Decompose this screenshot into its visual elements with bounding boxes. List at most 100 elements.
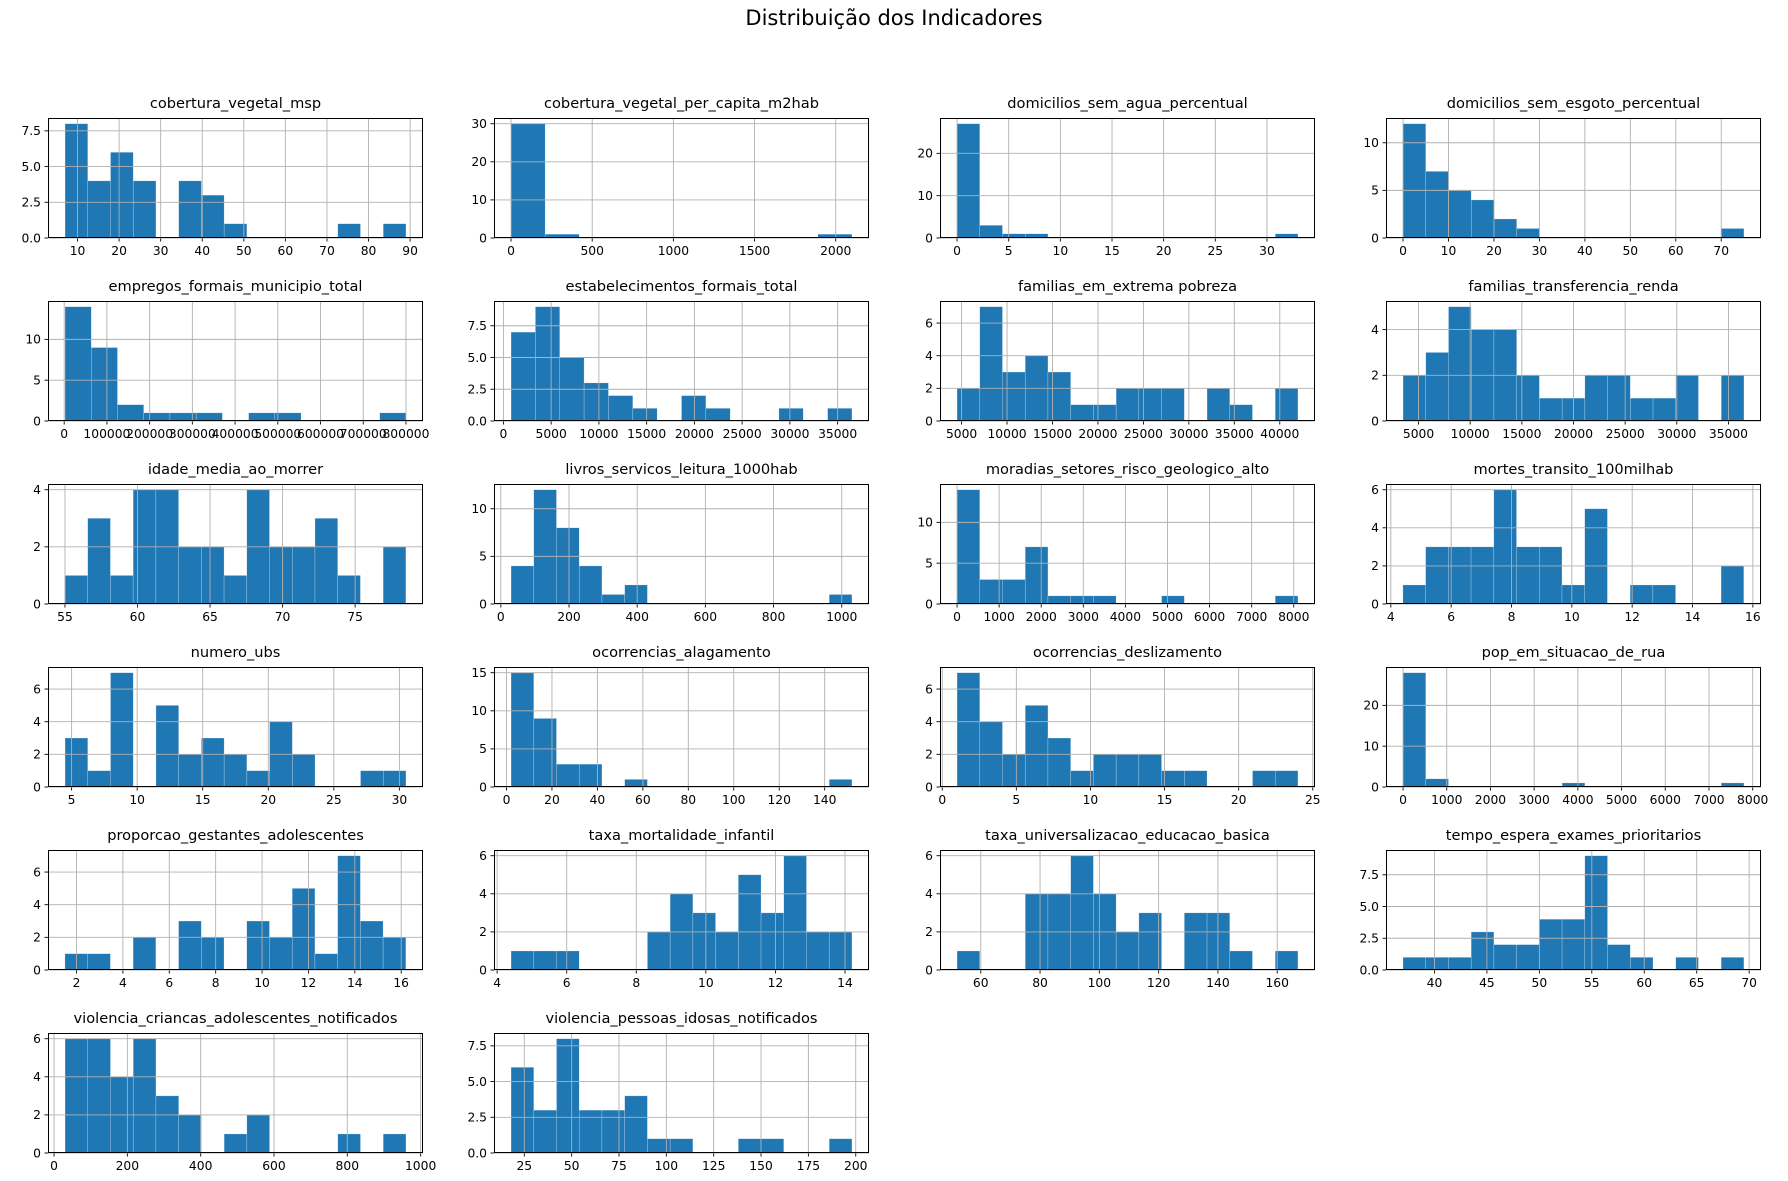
x-tick-label: 90: [402, 244, 418, 258]
axes-spine: [494, 301, 869, 421]
histogram-bar: [1516, 375, 1540, 422]
x-tick-label: 0: [503, 793, 511, 807]
y-tick-label: 4: [479, 887, 487, 901]
histogram-bar: [110, 152, 134, 239]
histogram-bar: [624, 1095, 648, 1154]
y-tick-label: 2: [33, 1108, 41, 1122]
histogram-bar: [314, 953, 338, 971]
x-tick-label: 0: [938, 793, 946, 807]
histogram-bar: [1539, 397, 1563, 422]
plot-svg: 5 10 15 20 25 30 0 2 4 6: [33, 667, 423, 807]
x-tick-label: 10: [1441, 244, 1457, 258]
histogram-bar: [1720, 228, 1745, 239]
histogram-bar: [110, 575, 134, 605]
x-tick-label: 50: [1622, 244, 1638, 258]
x-tick-label: 600: [694, 610, 717, 624]
y-tick-label: 7.5: [467, 319, 487, 333]
y-tick-label: 0: [479, 963, 487, 977]
x-tick-label: 30: [392, 793, 408, 807]
x-tick-label: 55: [57, 610, 73, 624]
x-tick-label: 6000: [1650, 793, 1681, 807]
x-tick-label: 5000: [946, 427, 977, 441]
histogram-bar: [1161, 595, 1185, 605]
y-tick-label: 30: [471, 117, 487, 131]
x-tick-label: 2: [73, 976, 81, 990]
histogram-bar: [647, 931, 671, 971]
histogram-bar: [1402, 375, 1427, 422]
x-tick-label: 25: [326, 793, 342, 807]
chart-title: familias_transferencia_renda: [1468, 278, 1679, 295]
x-tick-label: 5000: [1403, 427, 1434, 441]
histogram-bar: [760, 1138, 785, 1154]
y-tick-label: 0: [925, 780, 933, 794]
y-tick-label: 20: [917, 147, 933, 161]
x-tick-label: 1000: [658, 244, 689, 258]
axes-spine: [48, 850, 423, 970]
histogram-bar: [155, 1095, 179, 1154]
histogram-bar: [337, 575, 361, 605]
x-tick-label: 35000: [1709, 427, 1748, 441]
x-tick-label: 3000: [1068, 610, 1099, 624]
histogram-bar: [248, 412, 276, 422]
x-tick-label: 25000: [1124, 427, 1163, 441]
histogram-bar: [1516, 944, 1540, 971]
histogram-bar: [1630, 957, 1654, 971]
plot-svg: 5000 10000 15000 20000 25000 30000 35000 0 2 4: [1371, 301, 1761, 441]
histogram-taxa_mortalidade_infantil: taxa_mortalidade_infantil 4 6 8 10 12 14 0 2 4 6: [446, 815, 892, 998]
histogram-plot: 0 20 40 60 80 100 120 140 0 5 10 15: [471, 666, 869, 807]
histogram-bar: [578, 1109, 603, 1154]
y-tick-label: 10: [1363, 136, 1379, 150]
histogram-bar: [692, 912, 716, 971]
x-tick-label: 60: [1636, 976, 1652, 990]
x-tick-label: 16: [393, 976, 409, 990]
histogram-domicilios_sem_agua_percentual: domicilios_sem_agua_percentual 0 5 10 15 20 2…: [892, 83, 1338, 266]
x-tick-label: 12: [768, 976, 784, 990]
y-tick-label: 10: [471, 193, 487, 207]
histogram-bar: [1425, 778, 1449, 788]
histogram-bar: [1720, 565, 1745, 605]
axes-spine: [48, 1033, 423, 1153]
histogram-bar: [1002, 371, 1026, 422]
x-tick-label: 35000: [1215, 427, 1254, 441]
histogram-bar: [64, 306, 92, 422]
histogram-bar: [828, 931, 853, 971]
histogram-bar: [1493, 944, 1517, 971]
histogram-plot: 25 50 75 100 125 150 175 200 0.0 2.5 5.0 7.5: [467, 1033, 869, 1173]
histogram-bar: [87, 180, 111, 239]
histogram-bar: [510, 565, 535, 605]
x-tick-label: 200: [844, 1159, 867, 1173]
x-tick-label: 25: [1207, 244, 1223, 258]
x-tick-label: 55: [1584, 976, 1600, 990]
histogram-bar: [624, 779, 648, 788]
x-tick-label: 300000: [169, 427, 216, 441]
x-tick-label: 800000: [382, 427, 429, 441]
x-tick-label: 70: [1713, 244, 1729, 258]
x-tick-label: 6: [165, 976, 173, 990]
plot-svg: 5000 10000 15000 20000 25000 30000 35000 40000 0…: [925, 301, 1315, 441]
y-tick-label: 6: [925, 849, 933, 863]
y-tick-label: 2: [33, 540, 41, 554]
histogram-bar: [201, 737, 225, 788]
chart-title: violencia_criancas_adolescentes_notifica…: [73, 1010, 398, 1027]
axes-spine: [1386, 301, 1761, 421]
x-tick-label: 0: [953, 610, 961, 624]
x-tick-label: 7000: [1236, 610, 1267, 624]
chart-title: mortes_transito_100milhab: [1473, 461, 1674, 478]
axes-spine: [48, 667, 423, 787]
histogram-bar: [87, 518, 111, 605]
y-tick-label: 7.5: [21, 124, 41, 138]
y-tick-label: 4: [1371, 323, 1379, 337]
plot-svg: 0 5 10 15 20 25 0 2 4 6: [925, 667, 1321, 807]
x-tick-label: 45: [1479, 976, 1495, 990]
x-tick-label: 6000: [1194, 610, 1225, 624]
x-tick-label: 160: [1265, 976, 1288, 990]
x-tick-label: 12: [301, 976, 317, 990]
x-tick-label: 150: [749, 1159, 772, 1173]
axes-spine: [940, 850, 1315, 970]
x-tick-label: 8: [212, 976, 220, 990]
histogram-bar: [64, 737, 89, 788]
histogram-bar: [533, 489, 557, 605]
histogram-bar: [110, 672, 134, 788]
x-tick-label: 15000: [1502, 427, 1541, 441]
